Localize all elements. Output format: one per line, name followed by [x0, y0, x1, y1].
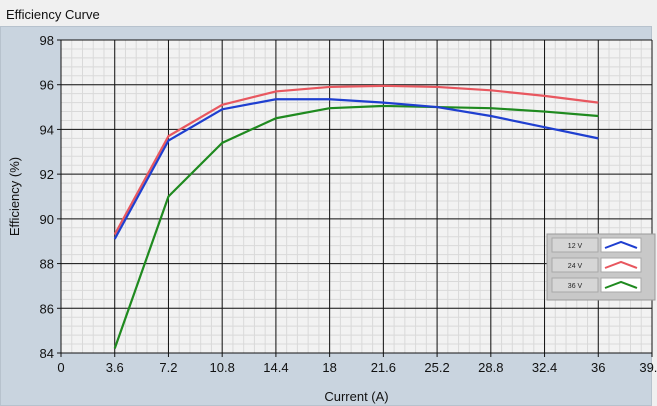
legend-label-box: [551, 277, 599, 293]
x-tick-label: 14.4: [263, 360, 288, 375]
x-tick-label: 10.8: [210, 360, 235, 375]
x-tick-label: 21.6: [371, 360, 396, 375]
x-tick-label: 36: [591, 360, 605, 375]
x-tick-label: 18: [322, 360, 336, 375]
legend-label: 36 V: [568, 283, 583, 290]
legend-swatch-box: [600, 277, 642, 293]
legend-label-box: [551, 257, 599, 273]
y-tick-label: 98: [40, 33, 54, 48]
x-tick-label: 0: [57, 360, 64, 375]
series-line-12v: [113, 98, 599, 240]
legend-swatch-box: [600, 257, 642, 273]
series-line-24v: [113, 84, 599, 236]
y-tick-label: 84: [40, 346, 54, 361]
legend-swatch-line: [604, 240, 638, 249]
y-tick-label: 96: [40, 78, 54, 93]
y-tick-label: 86: [40, 301, 54, 316]
legend-swatch-box: [600, 237, 642, 253]
y-axis-title: Efficiency (%): [7, 157, 22, 236]
x-tick-label: 3.6: [106, 360, 124, 375]
chart-title: Efficiency Curve: [6, 7, 100, 22]
legend-swatch-line: [604, 260, 638, 269]
x-tick-label: 7.2: [159, 360, 177, 375]
x-tick-label: 25.2: [424, 360, 449, 375]
legend-label-box: [551, 237, 599, 253]
plot-area: [61, 40, 652, 353]
series-line-36v: [113, 104, 599, 349]
x-tick-label: 39.6: [639, 360, 657, 375]
x-tick-label: 32.4: [532, 360, 557, 375]
y-tick-label: 92: [40, 167, 54, 182]
x-axis-title: Current (A): [324, 389, 388, 404]
y-tick-label: 90: [40, 212, 54, 227]
legend-label: 24 V: [568, 263, 583, 270]
legend-label: 12 V: [568, 243, 583, 250]
y-tick-label: 88: [40, 257, 54, 272]
x-tick-label: 28.8: [478, 360, 503, 375]
legend-swatch-line: [604, 280, 638, 289]
y-tick-label: 94: [40, 122, 54, 137]
